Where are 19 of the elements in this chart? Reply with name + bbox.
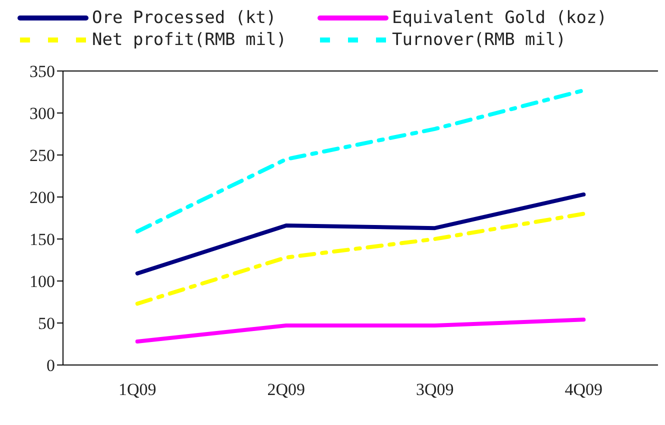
x-tick-label: 2Q09 [267,380,306,400]
y-tick-label: 200 [30,188,55,208]
legend-label: Ore Processed (kt) [92,8,276,28]
line-series [135,88,586,234]
y-tick-label: 250 [30,146,55,166]
legend-label: Turnover(RMB mil) [392,30,566,50]
y-tick-label: 300 [30,104,55,124]
y-tick-label: 150 [30,230,55,250]
x-tick-label: 4Q09 [564,380,603,400]
line-series [135,192,586,276]
legend-label: Net profit(RMB mil) [92,30,286,50]
y-tick-label: 0 [46,356,55,376]
legend-label: Equivalent Gold (koz) [392,8,607,28]
y-tick-label: 350 [30,62,55,82]
x-tick-label: 3Q09 [416,380,454,400]
y-tick-label: 100 [30,272,55,292]
x-tick-label: 1Q09 [118,380,156,400]
line-series [135,212,586,306]
y-tick-label: 50 [38,314,55,334]
